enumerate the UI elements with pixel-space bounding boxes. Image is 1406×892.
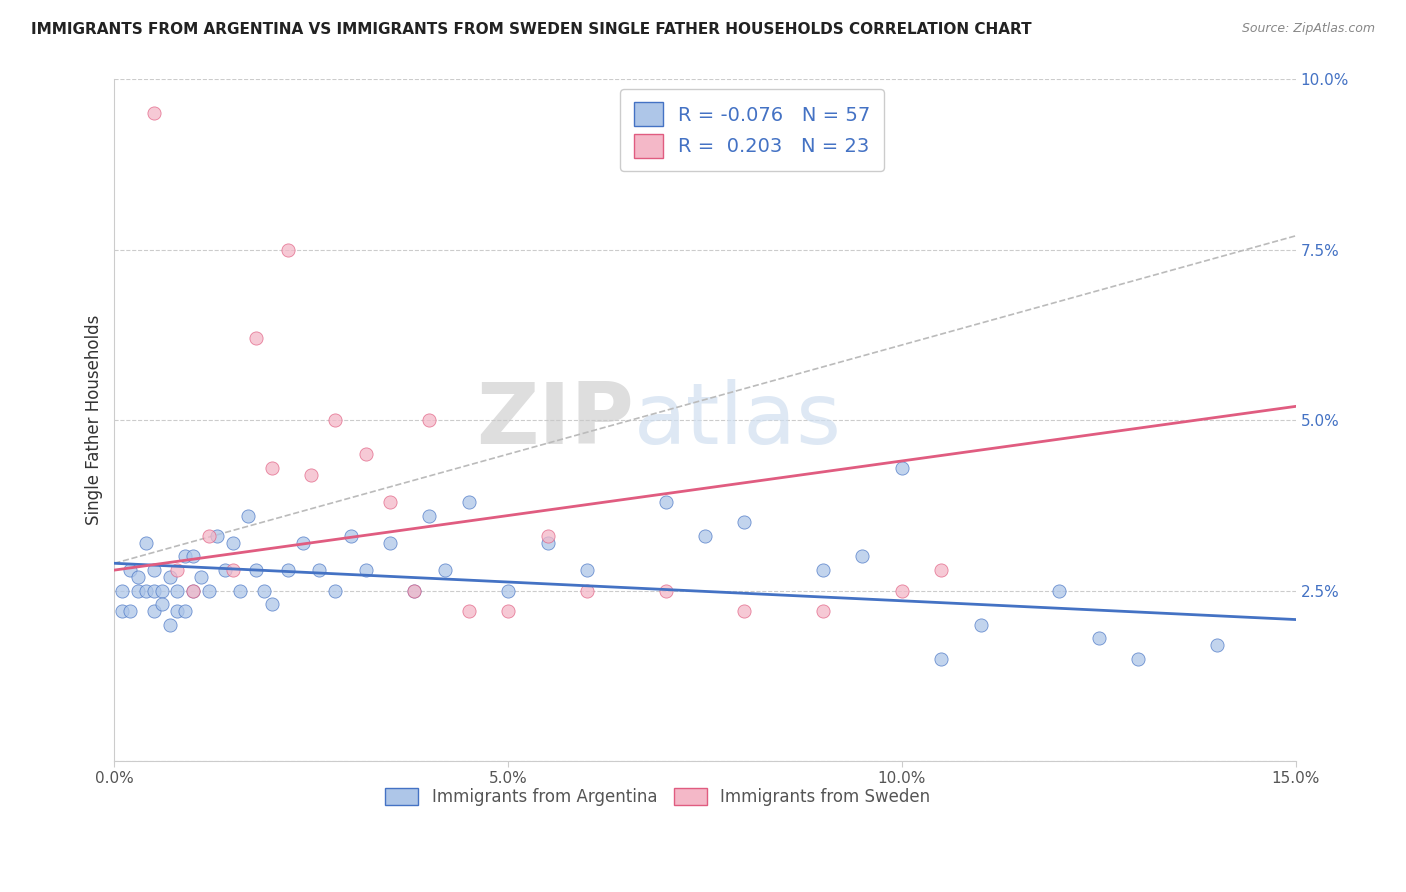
Point: [811, 563, 834, 577]
Point: [890, 583, 912, 598]
Point: [378, 495, 401, 509]
Y-axis label: Single Father Households: Single Father Households: [86, 315, 103, 525]
Point: [277, 563, 299, 577]
Point: [142, 604, 165, 618]
Point: [111, 604, 134, 618]
Point: [205, 529, 228, 543]
Point: [159, 617, 181, 632]
Point: [245, 563, 267, 577]
Point: [418, 413, 440, 427]
Point: [142, 106, 165, 120]
Point: [929, 652, 952, 666]
Text: Source: ZipAtlas.com: Source: ZipAtlas.com: [1241, 22, 1375, 36]
Point: [238, 508, 260, 523]
Point: [174, 604, 197, 618]
Point: [339, 529, 361, 543]
Point: [181, 583, 204, 598]
Point: [402, 583, 425, 598]
Point: [299, 467, 322, 482]
Point: [229, 583, 252, 598]
Point: [402, 583, 425, 598]
Point: [693, 529, 716, 543]
Legend: Immigrants from Argentina, Immigrants from Sweden: Immigrants from Argentina, Immigrants fr…: [377, 780, 939, 814]
Point: [166, 583, 188, 598]
Point: [1205, 638, 1227, 652]
Point: [166, 563, 188, 577]
Point: [181, 549, 204, 564]
Point: [150, 583, 173, 598]
Point: [323, 583, 346, 598]
Text: atlas: atlas: [634, 378, 842, 461]
Point: [851, 549, 873, 564]
Point: [127, 583, 149, 598]
Point: [142, 583, 165, 598]
Point: [496, 583, 519, 598]
Point: [142, 563, 165, 577]
Point: [174, 549, 197, 564]
Text: ZIP: ZIP: [477, 378, 634, 461]
Point: [308, 563, 330, 577]
Point: [166, 604, 188, 618]
Point: [292, 536, 315, 550]
Point: [214, 563, 236, 577]
Point: [120, 563, 142, 577]
Point: [135, 583, 157, 598]
Point: [221, 563, 243, 577]
Point: [733, 604, 755, 618]
Point: [929, 563, 952, 577]
Point: [536, 529, 558, 543]
Point: [733, 516, 755, 530]
Point: [457, 495, 479, 509]
Point: [356, 563, 378, 577]
Point: [159, 570, 181, 584]
Point: [496, 604, 519, 618]
Point: [378, 536, 401, 550]
Point: [198, 529, 221, 543]
Point: [654, 495, 676, 509]
Point: [356, 447, 378, 461]
Point: [418, 508, 440, 523]
Point: [135, 536, 157, 550]
Point: [260, 597, 283, 611]
Text: IMMIGRANTS FROM ARGENTINA VS IMMIGRANTS FROM SWEDEN SINGLE FATHER HOUSEHOLDS COR: IMMIGRANTS FROM ARGENTINA VS IMMIGRANTS …: [31, 22, 1032, 37]
Point: [536, 536, 558, 550]
Point: [811, 604, 834, 618]
Point: [890, 460, 912, 475]
Point: [111, 583, 134, 598]
Point: [457, 604, 479, 618]
Point: [654, 583, 676, 598]
Point: [1126, 652, 1149, 666]
Point: [1087, 632, 1109, 646]
Point: [253, 583, 276, 598]
Point: [260, 460, 283, 475]
Point: [277, 243, 299, 257]
Point: [181, 583, 204, 598]
Point: [198, 583, 221, 598]
Point: [1047, 583, 1070, 598]
Point: [127, 570, 149, 584]
Point: [575, 563, 598, 577]
Point: [150, 597, 173, 611]
Point: [245, 331, 267, 345]
Point: [434, 563, 457, 577]
Point: [969, 617, 991, 632]
Point: [190, 570, 212, 584]
Point: [221, 536, 243, 550]
Point: [575, 583, 598, 598]
Point: [323, 413, 346, 427]
Point: [120, 604, 142, 618]
